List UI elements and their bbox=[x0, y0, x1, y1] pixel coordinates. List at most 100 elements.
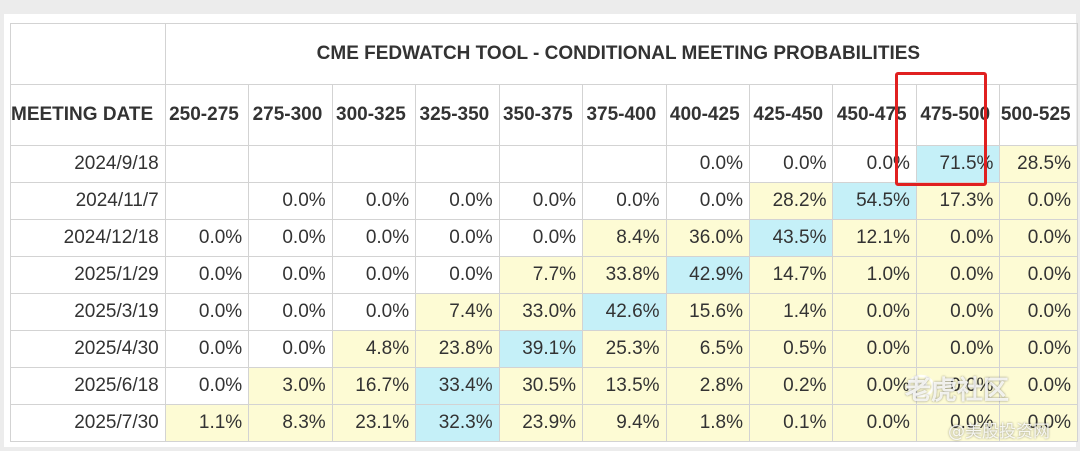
probability-cell bbox=[582, 145, 667, 183]
meeting-date-cell: 2025/6/18 bbox=[10, 367, 166, 405]
probability-cell: 0.0% bbox=[999, 404, 1078, 442]
probability-cell: 23.1% bbox=[331, 404, 417, 442]
probability-cell: 0.0% bbox=[915, 330, 1001, 368]
probability-cell: 71.5% bbox=[915, 145, 1001, 183]
probability-cell: 12.1% bbox=[832, 219, 917, 257]
probability-cell: 42.6% bbox=[582, 293, 667, 331]
probability-cell: 28.5% bbox=[999, 145, 1078, 183]
probability-cell: 28.2% bbox=[749, 182, 834, 220]
fedwatch-probability-table: CME FEDWATCH TOOL - CONDITIONAL MEETING … bbox=[10, 23, 1079, 442]
probability-cell: 0.0% bbox=[415, 219, 500, 257]
probability-cell: 8.3% bbox=[248, 404, 333, 442]
meeting-date-cell: 2025/3/19 bbox=[10, 293, 166, 331]
probability-cell: 0.0% bbox=[331, 293, 417, 331]
meeting-date-cell: 2025/4/30 bbox=[10, 330, 166, 368]
probability-cell: 3.0% bbox=[248, 367, 333, 405]
probability-cell: 0.0% bbox=[248, 293, 333, 331]
probability-cell: 0.0% bbox=[999, 330, 1078, 368]
meeting-date-cell: 2024/9/18 bbox=[10, 145, 166, 183]
probability-cell: 0.0% bbox=[832, 404, 917, 442]
probability-cell: 23.9% bbox=[498, 404, 584, 442]
probability-cell: 15.6% bbox=[665, 293, 751, 331]
probability-cell: 7.7% bbox=[498, 256, 584, 294]
probability-cell: 0.0% bbox=[248, 182, 333, 220]
probability-cell: 0.0% bbox=[164, 330, 250, 368]
probability-cell: 42.9% bbox=[665, 256, 751, 294]
probability-cell bbox=[248, 145, 333, 183]
probability-cell: 0.0% bbox=[832, 330, 917, 368]
probability-cell: 0.0% bbox=[498, 219, 584, 257]
probability-cell: 36.0% bbox=[665, 219, 751, 257]
probability-cell: 43.5% bbox=[749, 219, 834, 257]
corner-cell bbox=[10, 23, 166, 85]
range-header-350-375: 350-375 bbox=[498, 84, 584, 146]
probability-cell: 0.2% bbox=[749, 367, 834, 405]
probability-cell: 0.0% bbox=[582, 182, 667, 220]
probability-cell: 0.0% bbox=[915, 367, 1001, 405]
probability-cell bbox=[164, 182, 250, 220]
probability-cell bbox=[331, 145, 417, 183]
probability-cell: 1.1% bbox=[164, 404, 250, 442]
range-header-325-350: 325-350 bbox=[415, 84, 500, 146]
watermark-main: 老虎社区 bbox=[905, 376, 1010, 406]
table-row: 2025/1/29 0.0% 0.0% 0.0% 0.0% 7.7% 33.8% 42.9% 1… bbox=[10, 256, 1078, 294]
probability-cell: 0.0% bbox=[665, 182, 751, 220]
probability-cell: 0.0% bbox=[999, 182, 1078, 220]
probability-cell: 0.0% bbox=[999, 293, 1078, 331]
probability-cell: 0.0% bbox=[915, 219, 1001, 257]
probability-cell: 0.0% bbox=[915, 293, 1001, 331]
probability-cell: 2.8% bbox=[665, 367, 751, 405]
probability-cell: 0.0% bbox=[415, 182, 500, 220]
probability-cell: 33.4% bbox=[415, 367, 500, 405]
probability-cell: 0.0% bbox=[915, 404, 1001, 442]
probability-cell: 33.8% bbox=[582, 256, 667, 294]
probability-cell: 0.0% bbox=[415, 256, 500, 294]
table-row: 2024/11/7 0.0% 0.0% 0.0% 0.0% 0.0% 0.0% 28.2% 54… bbox=[10, 182, 1078, 220]
meeting-date-header: MEETING DATE bbox=[10, 84, 166, 146]
probability-cell bbox=[164, 145, 250, 183]
probability-cell: 0.0% bbox=[164, 256, 250, 294]
probability-cell: 0.5% bbox=[749, 330, 834, 368]
probability-cell: 32.3% bbox=[415, 404, 500, 442]
probability-cell: 0.0% bbox=[248, 219, 333, 257]
probability-cell: 0.0% bbox=[331, 256, 417, 294]
probability-cell: 0.0% bbox=[164, 219, 250, 257]
probability-cell: 0.0% bbox=[248, 330, 333, 368]
probability-cell: 0.0% bbox=[915, 256, 1001, 294]
probability-cell: 54.5% bbox=[832, 182, 917, 220]
probability-cell: 0.0% bbox=[999, 256, 1078, 294]
probability-cell: 0.0% bbox=[331, 219, 417, 257]
probability-cell: 25.3% bbox=[582, 330, 667, 368]
tiger-logo-icon bbox=[907, 374, 935, 398]
probability-cell bbox=[415, 145, 500, 183]
probability-cell: 0.0% bbox=[749, 145, 834, 183]
table-row: 2024/12/18 0.0% 0.0% 0.0% 0.0% 0.0% 8.4% 36.0% 4… bbox=[10, 219, 1078, 257]
probability-cell: 30.5% bbox=[498, 367, 584, 405]
probability-cell: 0.0% bbox=[164, 367, 250, 405]
probability-cell: 0.0% bbox=[331, 182, 417, 220]
range-header-450-475: 450-475 bbox=[832, 84, 917, 146]
range-header-500-525: 500-525 bbox=[999, 84, 1078, 146]
probability-cell: 0.0% bbox=[164, 293, 250, 331]
range-header-375-400: 375-400 bbox=[582, 84, 667, 146]
probability-cell: 0.0% bbox=[665, 145, 751, 183]
probability-cell: 0.0% bbox=[999, 219, 1078, 257]
probability-cell: 0.0% bbox=[832, 367, 917, 405]
watermark-sub: @美股投资网 bbox=[948, 422, 1050, 442]
probability-cell: 33.0% bbox=[498, 293, 584, 331]
probability-cell: 1.8% bbox=[665, 404, 751, 442]
probability-cell bbox=[498, 145, 584, 183]
probability-cell: 4.8% bbox=[331, 330, 417, 368]
title-row: CME FEDWATCH TOOL - CONDITIONAL MEETING … bbox=[10, 23, 1079, 85]
probability-cell: 14.7% bbox=[749, 256, 834, 294]
probability-cell: 9.4% bbox=[582, 404, 667, 442]
probability-cell: 39.1% bbox=[498, 330, 584, 368]
probability-cell: 1.4% bbox=[749, 293, 834, 331]
probability-cell: 7.4% bbox=[415, 293, 500, 331]
range-header-250-275: 250-275 bbox=[164, 84, 250, 146]
table-row: 2024/9/18 0.0% 0.0% 0.0% 71.5% 28.5% bbox=[10, 145, 1078, 183]
table-row: 2025/3/19 0.0% 0.0% 0.0% 7.4% 33.0% 42.6% 15.6%… bbox=[10, 293, 1078, 331]
range-header-400-425: 400-425 bbox=[665, 84, 751, 146]
probability-cell: 6.5% bbox=[665, 330, 751, 368]
